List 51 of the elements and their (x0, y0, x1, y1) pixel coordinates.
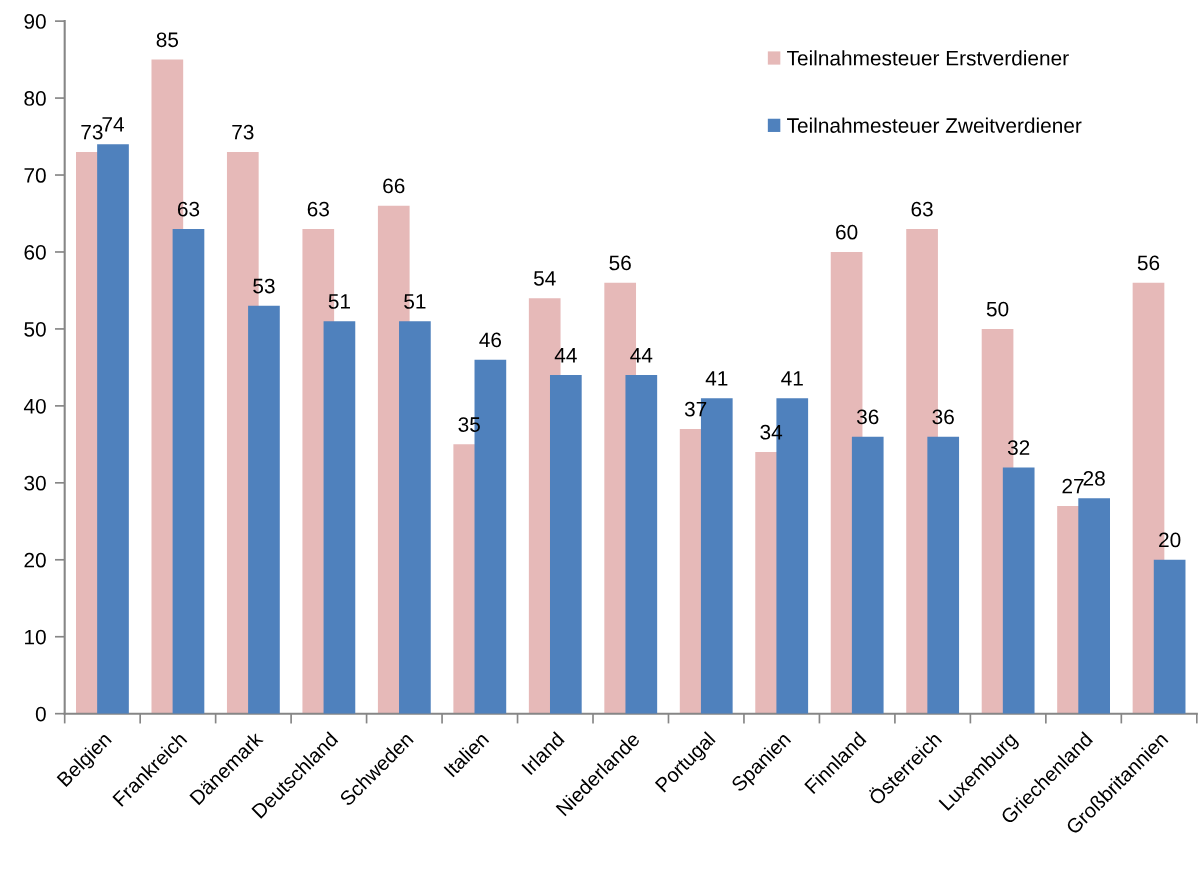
data-label: 44 (554, 348, 577, 363)
bar (248, 305, 280, 714)
data-label: 73 (81, 124, 103, 140)
bar (1002, 467, 1035, 714)
data-label: 41 (705, 371, 728, 386)
bar (625, 375, 658, 714)
data-label: 56 (1137, 255, 1160, 271)
y-tick-label: 80 (24, 91, 46, 106)
y-tick-label: 50 (24, 321, 46, 337)
bar (927, 436, 960, 714)
data-label: 41 (781, 371, 803, 386)
bar (172, 228, 205, 714)
bar (1078, 498, 1111, 714)
bar (851, 436, 884, 714)
data-label: 50 (986, 301, 1009, 317)
data-label: 51 (328, 294, 350, 309)
data-label: 73 (232, 124, 254, 140)
data-label: 36 (856, 409, 879, 425)
data-label: 85 (156, 32, 179, 48)
data-label: 46 (479, 332, 502, 348)
data-label: 36 (932, 409, 954, 425)
bar (323, 321, 356, 714)
data-label: 44 (630, 348, 653, 363)
legend-label: Teilnahmesteuer Erstverdiener (787, 50, 1069, 66)
data-label: 20 (1159, 532, 1181, 548)
data-label: 63 (307, 201, 329, 217)
y-tick-label: 90 (24, 14, 46, 29)
bar (549, 375, 582, 714)
data-label: 66 (383, 178, 405, 194)
y-tick-label: 20 (24, 552, 46, 568)
data-label: 51 (404, 294, 426, 309)
data-label: 63 (177, 201, 200, 217)
y-tick-label: 60 (24, 244, 46, 260)
y-tick-label: 30 (24, 475, 46, 491)
data-label: 32 (1007, 440, 1030, 455)
data-label: 56 (609, 255, 631, 271)
bar (97, 144, 129, 714)
y-tick-label: 10 (25, 629, 46, 645)
legend-label: Teilnahmesteuer Zweitverdiener (787, 117, 1082, 133)
data-label: 27 (1062, 478, 1084, 494)
bar (1153, 559, 1186, 714)
data-label: 63 (911, 201, 933, 217)
y-tick-label: 70 (24, 168, 46, 183)
bar (399, 321, 431, 714)
data-label: 28 (1083, 471, 1105, 486)
data-label: 60 (836, 224, 858, 240)
data-label: 54 (533, 271, 556, 286)
y-tick-label: 0 (35, 706, 46, 722)
y-tick-label: 40 (23, 398, 46, 414)
data-label: 74 (102, 117, 124, 132)
data-label: 53 (253, 278, 275, 294)
